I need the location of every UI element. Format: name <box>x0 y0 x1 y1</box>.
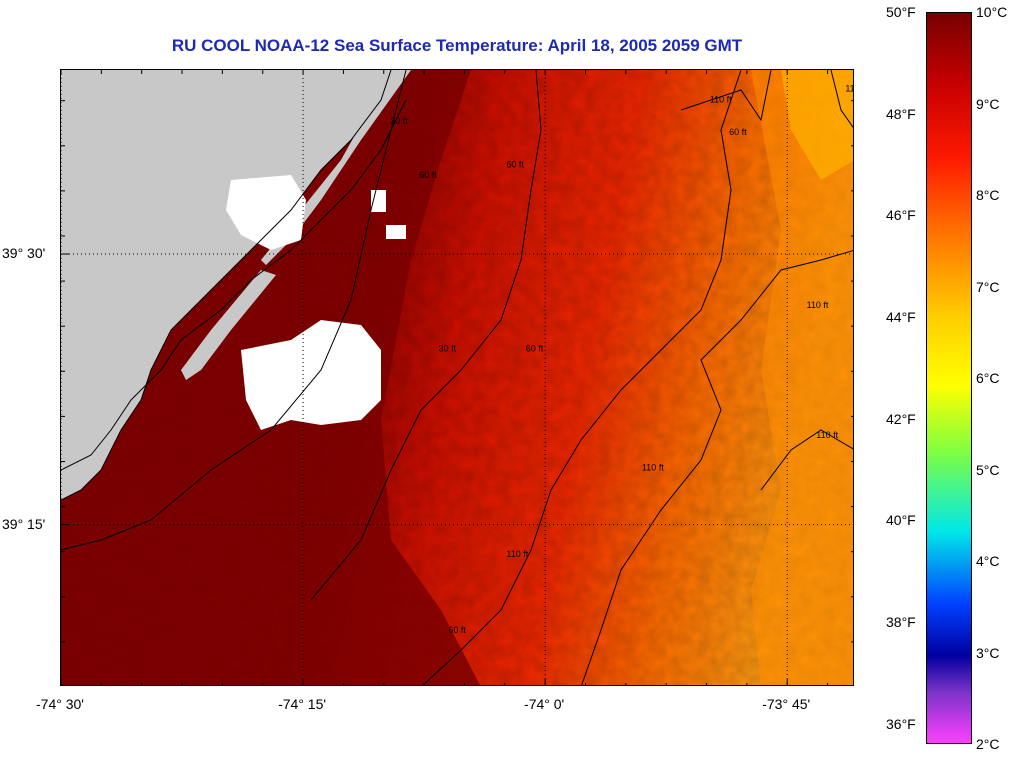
colorbar-celsius-label: 2°C <box>976 736 1000 752</box>
colorbar-celsius-label: 10°C <box>976 4 1008 20</box>
contour-label: 110 ft <box>816 430 838 440</box>
x-tick-label: -73° 45' <box>762 696 811 712</box>
x-tick-label: -74° 30' <box>36 696 84 712</box>
colorbar-celsius-label: 5°C <box>976 461 1000 478</box>
tick-marks <box>61 70 853 685</box>
x-tick-label: -74° 0' <box>524 696 565 712</box>
contour-label: 110 ft <box>845 84 854 94</box>
warm-offshore-water <box>751 70 853 685</box>
sst-map-canvas: 110 ft 60 ft 110 ft 60 ft 60 ft 110 ft 110 ft 6… <box>61 70 854 685</box>
barrier-island <box>181 270 276 380</box>
contour-label: 60 ft <box>729 127 747 137</box>
colorbar-celsius-label: 4°C <box>976 553 1000 569</box>
colorbar-fahrenheit-label: 36°F <box>886 715 916 732</box>
colorbar-celsius-label: 6°C <box>976 370 1000 386</box>
contour-110ft <box>760 429 853 491</box>
contour-label: 30 ft <box>390 116 408 126</box>
colorbar-celsius-label: 8°C <box>976 187 1000 203</box>
colorbar-fahrenheit-label: 38°F <box>886 614 916 630</box>
cloud-patch <box>386 225 406 239</box>
map-title: RU COOL NOAA-12 Sea Surface Temperature:… <box>171 36 743 55</box>
contour-label: 30 ft <box>439 343 457 353</box>
cloud-patch <box>226 175 306 250</box>
contour-60ft <box>310 70 542 601</box>
contour-label: 60 ft <box>448 625 466 635</box>
colorbar <box>926 12 972 744</box>
contour-30ft <box>61 70 407 551</box>
coastline <box>61 70 392 501</box>
y-tick-label: 39° 15' <box>2 515 46 532</box>
warm-core <box>781 70 853 180</box>
colorbar-fahrenheit-label: 42°F <box>886 410 916 427</box>
coastline <box>61 99 407 471</box>
contour-110ft <box>680 70 772 122</box>
colorbar-fahrenheit-label: 48°F <box>886 105 916 122</box>
contour-label: 60 ft <box>419 170 437 180</box>
sst-map[interactable]: 110 ft 60 ft 110 ft 60 ft 60 ft 110 ft 110 ft 6… <box>60 69 854 686</box>
contour-60ft <box>422 70 742 685</box>
contour-label: 110 ft <box>506 549 528 559</box>
colorbar-fahrenheit-label: 46°F <box>886 207 916 224</box>
colorbar-celsius-label: 7°C <box>976 278 1000 295</box>
contour-110ft <box>830 70 853 129</box>
contour-label: 60 ft <box>526 343 544 353</box>
colorbar-fahrenheit-label: 50°F <box>886 4 916 20</box>
gridlines <box>61 70 853 685</box>
x-tick-label: -74° 15' <box>278 696 327 712</box>
contour-labels: 110 ft 60 ft 110 ft 60 ft 60 ft 110 ft 110 ft 6… <box>390 84 854 635</box>
colorbar-fahrenheit-label: 44°F <box>886 309 916 325</box>
contour-label: 60 ft <box>506 159 524 169</box>
cloud-patch <box>241 320 381 430</box>
colorbar-celsius-label: 3°C <box>976 644 1000 661</box>
colorbar-celsius-label: 9°C <box>976 95 1000 112</box>
contour-label: 110 ft <box>710 94 732 104</box>
contour-110ft <box>581 250 853 685</box>
colorbar-fahrenheit-label: 40°F <box>886 512 916 529</box>
contour-label: 110 ft <box>642 463 664 473</box>
y-tick-label: 39° 30' <box>2 245 46 262</box>
contour-label: 110 ft <box>807 300 829 310</box>
